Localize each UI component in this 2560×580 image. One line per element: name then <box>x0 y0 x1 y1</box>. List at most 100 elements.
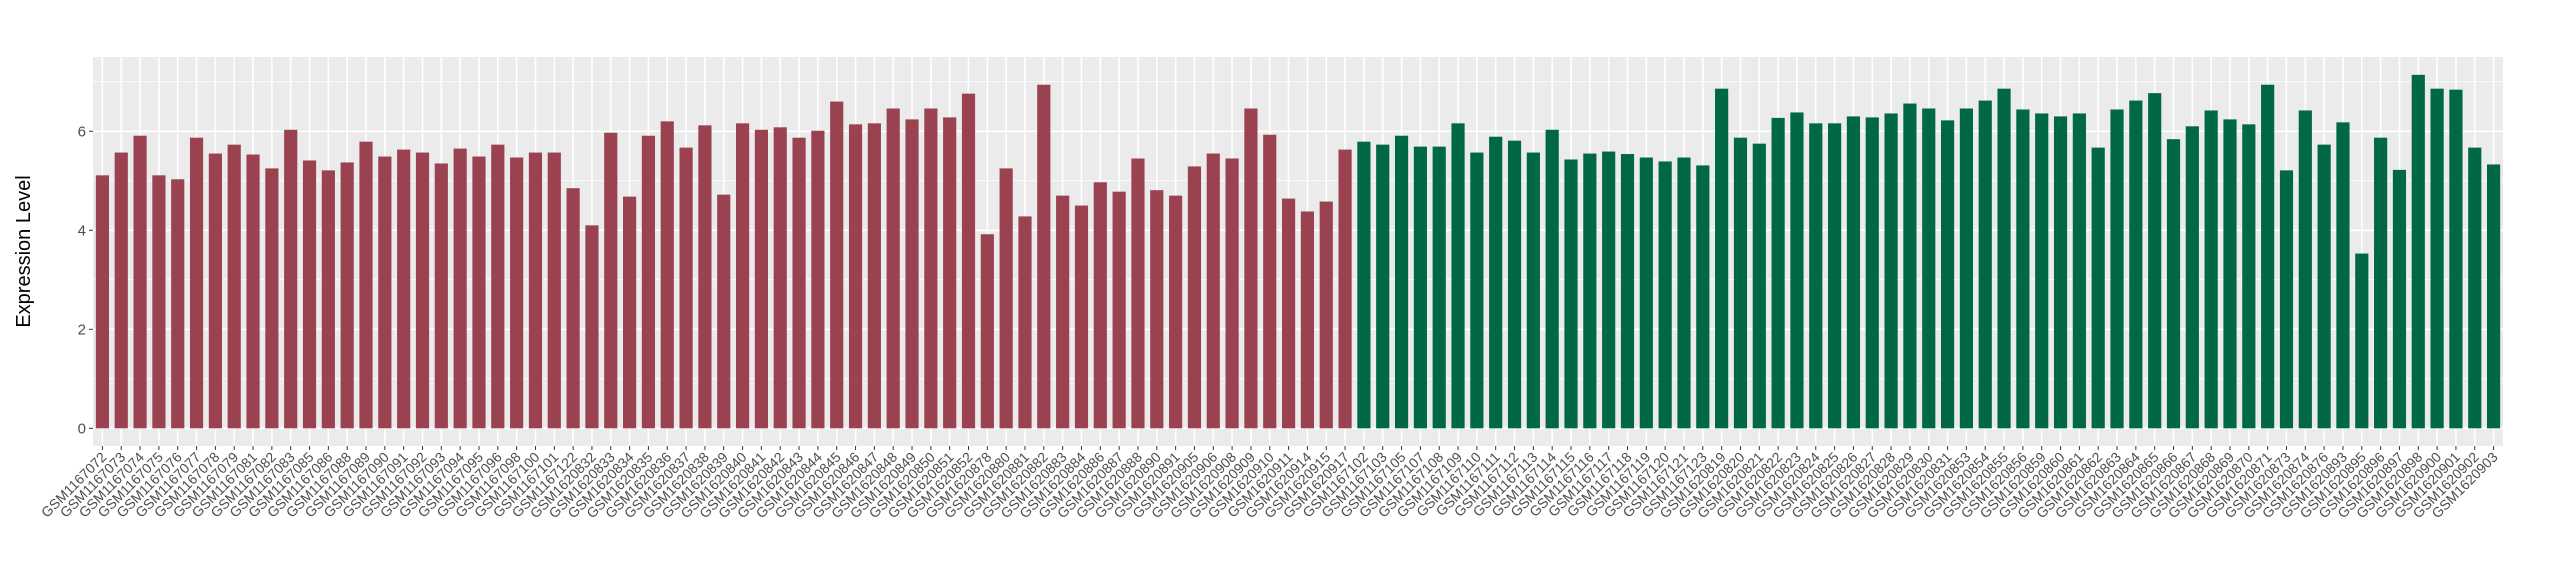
bar-GSM1620819 <box>1715 88 1729 429</box>
bar-GSM1167086 <box>321 170 335 429</box>
bar-GSM1620860 <box>2053 116 2068 429</box>
bar-GSM1167100 <box>528 152 543 429</box>
bar-GSM1167074 <box>133 135 147 429</box>
bar-GSM1620876 <box>2317 144 2331 429</box>
bar-GSM1167101 <box>547 152 561 429</box>
bar-GSM1620870 <box>2242 124 2256 429</box>
y-tick-label: 2 <box>78 321 86 338</box>
bar-GSM1620886 <box>1093 182 1107 429</box>
bar-GSM1620863 <box>2110 109 2124 429</box>
bar-GSM1620838 <box>698 125 712 429</box>
bar-GSM1620902 <box>2468 147 2482 429</box>
bar-GSM1620837 <box>679 147 693 429</box>
bar-GSM1167075 <box>152 175 166 429</box>
bar-GSM1167122 <box>566 188 580 429</box>
bar-GSM1620834 <box>623 196 637 429</box>
bar-GSM1620868 <box>2204 110 2218 429</box>
bar-GSM1620901 <box>2449 89 2463 429</box>
bar-GSM1620839 <box>717 194 731 429</box>
bar-GSM1620880 <box>999 168 1013 429</box>
bar-GSM1167111 <box>1489 136 1503 429</box>
bar-GSM1620867 <box>2185 126 2199 429</box>
bar-GSM1620893 <box>2336 122 2350 429</box>
bar-GSM1167102 <box>1357 141 1371 429</box>
bar-GSM1620829 <box>1903 103 1917 429</box>
bar-GSM1167113 <box>1526 152 1540 429</box>
bar-GSM1167076 <box>171 179 185 429</box>
bar-GSM1620851 <box>943 117 957 429</box>
bar-GSM1167073 <box>114 152 128 429</box>
bar-GSM1620832 <box>585 225 599 429</box>
bar-GSM1620905 <box>1187 166 1202 429</box>
y-axis: 0 2 4 6 <box>78 123 93 437</box>
bars <box>95 74 2501 429</box>
bar-GSM1167092 <box>415 152 430 429</box>
bar-GSM1167078 <box>208 153 222 429</box>
bar-GSM1620906 <box>1206 153 1220 429</box>
bar-GSM1620869 <box>2223 119 2237 429</box>
bar-GSM1620833 <box>604 132 618 429</box>
bar-GSM1620826 <box>1846 116 1861 429</box>
bar-GSM1620884 <box>1074 205 1089 429</box>
bar-GSM1167110 <box>1470 152 1484 429</box>
bar-GSM1167118 <box>1620 154 1635 429</box>
bar-GSM1620895 <box>2355 253 2369 429</box>
bar-GSM1620827 <box>1865 117 1879 429</box>
bar-GSM1620882 <box>1037 84 1051 429</box>
bar-GSM1167117 <box>1602 151 1616 429</box>
bar-GSM1167079 <box>227 144 241 429</box>
bar-GSM1620843 <box>792 137 806 429</box>
bar-GSM1620845 <box>830 101 844 429</box>
y-tick-label: 4 <box>78 222 86 239</box>
bar-GSM1167091 <box>397 149 411 429</box>
bar-GSM1167095 <box>472 156 486 429</box>
bar-GSM1620878 <box>980 234 994 429</box>
bar-GSM1620842 <box>773 127 787 429</box>
x-axis: GSM1167072GSM1167073GSM1167074GSM1167075… <box>38 446 2501 521</box>
bar-GSM1620914 <box>1300 211 1315 429</box>
bar-GSM1620835 <box>641 135 656 429</box>
bar-GSM1620836 <box>660 121 674 429</box>
bar-GSM1620871 <box>2261 84 2275 429</box>
bar-GSM1620866 <box>2166 139 2181 429</box>
y-tick-label: 0 <box>78 420 86 437</box>
bar-GSM1167119 <box>1639 157 1653 429</box>
bar-GSM1620862 <box>2091 147 2105 429</box>
bar-GSM1167121 <box>1677 157 1691 429</box>
bar-GSM1167109 <box>1451 123 1465 429</box>
bar-GSM1620848 <box>886 108 900 429</box>
bar-GSM1167081 <box>246 154 260 429</box>
y-axis-title: Expression Level <box>13 175 35 327</box>
bar-GSM1620908 <box>1225 158 1239 429</box>
bar-GSM1620831 <box>1940 120 1955 429</box>
bar-GSM1620883 <box>1056 195 1070 429</box>
bar-GSM1620897 <box>2392 169 2407 429</box>
bar-GSM1620855 <box>1997 88 2011 429</box>
bar-GSM1620847 <box>867 123 881 429</box>
bar-GSM1167089 <box>359 141 373 429</box>
bar-GSM1620910 <box>1263 134 1277 429</box>
bar-GSM1167116 <box>1583 153 1597 429</box>
bar-GSM1620898 <box>2411 74 2425 429</box>
bar-GSM1167088 <box>340 162 354 429</box>
bar-GSM1167082 <box>265 168 279 429</box>
bar-GSM1167114 <box>1545 129 1559 429</box>
bar-GSM1167090 <box>378 156 392 429</box>
bar-GSM1167093 <box>434 163 448 429</box>
bar-GSM1620903 <box>2486 164 2501 429</box>
bar-GSM1620859 <box>2035 113 2049 429</box>
y-tick-label: 6 <box>78 123 86 140</box>
bar-GSM1167108 <box>1432 146 1446 429</box>
bar-GSM1620828 <box>1884 113 1898 429</box>
bar-GSM1620896 <box>2374 137 2388 429</box>
bar-GSM1620840 <box>735 123 750 429</box>
bar-GSM1167120 <box>1658 161 1672 429</box>
bar-GSM1167123 <box>1696 165 1710 429</box>
bar-GSM1620864 <box>2129 100 2143 429</box>
bar-GSM1620915 <box>1319 201 1333 429</box>
bar-GSM1620852 <box>961 93 976 429</box>
bar-GSM1620849 <box>905 119 919 429</box>
bar-GSM1620890 <box>1150 190 1164 429</box>
bar-GSM1620825 <box>1828 123 1842 429</box>
bar-GSM1620881 <box>1018 216 1032 429</box>
